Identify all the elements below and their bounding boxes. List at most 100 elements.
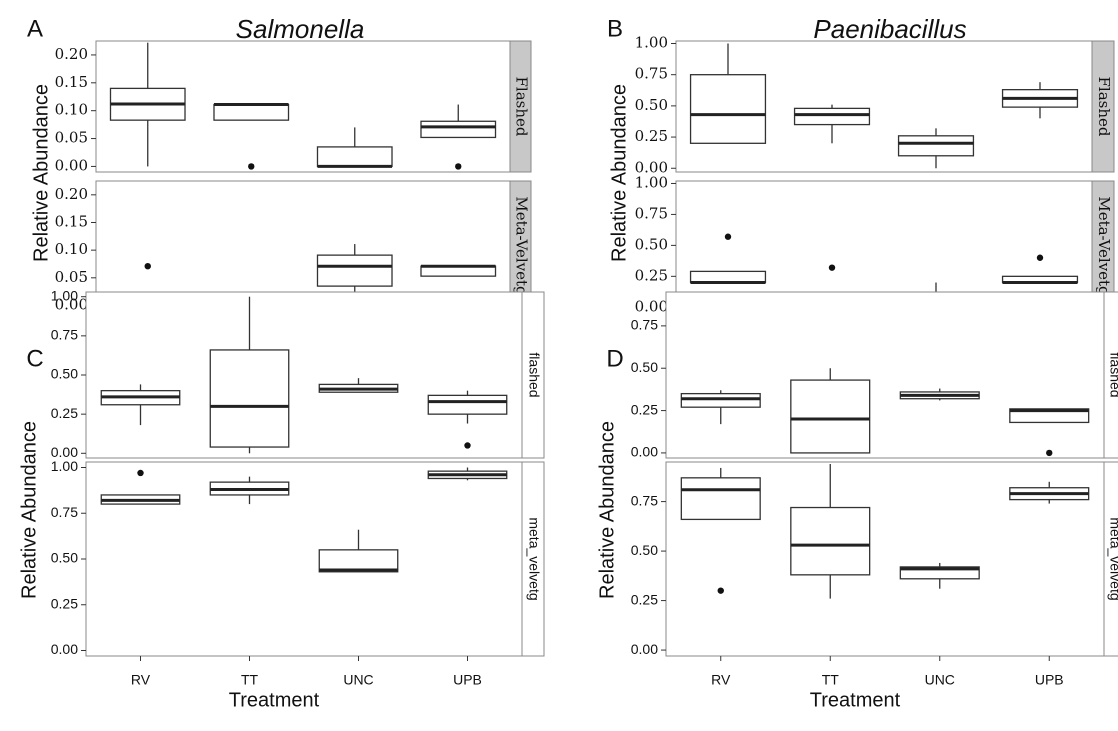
y-tick-label: 1.00 [51, 287, 78, 303]
y-tick-label: 0.00 [635, 158, 668, 176]
outlier-point [137, 469, 144, 477]
y-axis-label: Relative Abundance [608, 84, 630, 262]
chart-title: Salmonella [236, 14, 365, 44]
box-iqr [213, 103, 290, 121]
box-iqr [897, 135, 975, 157]
box-iqr [318, 549, 399, 573]
box-iqr [316, 146, 393, 168]
y-tick-label: 0.75 [51, 327, 78, 343]
panel-letter: C [26, 345, 43, 372]
outlier-point [455, 163, 462, 170]
y-tick-label: 0.10 [55, 101, 88, 119]
facet-strip [1091, 40, 1115, 173]
y-tick-label: 0.20 [55, 45, 88, 63]
plot-panel [85, 461, 523, 657]
x-tick-label: TT [822, 672, 840, 688]
y-tick-label: 0.25 [635, 127, 668, 145]
y-tick-label: 0.75 [631, 317, 658, 333]
y-tick-label: 0.00 [635, 297, 668, 315]
plot-panel [95, 180, 511, 312]
outlier-point [1036, 254, 1044, 261]
box-iqr [209, 349, 290, 448]
y-axis-label: Relative Abundance [30, 84, 52, 262]
y-tick-label: 0.50 [51, 366, 78, 382]
x-tick-label: TT [241, 672, 259, 688]
facet-strip [1103, 291, 1118, 459]
box-iqr [689, 74, 767, 144]
box-iqr [1009, 408, 1090, 424]
box-iqr [427, 394, 508, 415]
plot-panel [665, 291, 1105, 459]
y-tick-label: 0.50 [631, 542, 658, 558]
facet-strip-label: meta_velvetg [526, 517, 542, 600]
y-tick-label: 0.25 [631, 401, 658, 417]
outlier-point [828, 264, 836, 271]
y-tick-label: 0.50 [635, 96, 668, 114]
facet-strip-label: Flashed [513, 77, 531, 137]
y-tick-label: 0.75 [635, 204, 668, 222]
y-tick-label: 0.00 [631, 641, 658, 657]
y-tick-label: 0.50 [51, 550, 78, 566]
facet-strip-label: Meta-Velvetg [1095, 196, 1113, 296]
x-tick-label: UPB [453, 672, 482, 688]
panel-letter: D [606, 345, 623, 372]
y-tick-label: 0.50 [631, 359, 658, 375]
outlier-point [144, 262, 151, 270]
y-tick-label: 0.10 [55, 240, 88, 258]
y-tick-label: 1.00 [635, 33, 668, 51]
plot-panel [675, 180, 1093, 312]
y-tick-label: 0.75 [635, 65, 668, 83]
panel-letter: B [607, 15, 623, 42]
box-iqr [793, 107, 871, 126]
y-axis-label: Relative Abundance [596, 421, 618, 599]
x-tick-label: UPB [1035, 672, 1064, 688]
y-tick-label: 0.05 [55, 129, 88, 147]
x-axis-label: Treatment [810, 689, 901, 711]
facet-strip-label: meta_velvetg [1107, 517, 1118, 600]
x-tick-label: RV [711, 672, 731, 688]
y-tick-label: 0.25 [631, 591, 658, 607]
box-iqr [899, 566, 980, 580]
facet-strip [521, 461, 545, 657]
facet-strip [1103, 461, 1118, 657]
y-tick-label: 0.25 [51, 595, 78, 611]
plot-panel [85, 291, 523, 459]
outlier-point [717, 587, 724, 594]
facet-strip [509, 40, 532, 173]
y-tick-label: 0.20 [55, 185, 88, 203]
y-tick-label: 0.00 [51, 641, 78, 657]
y-tick-label: 0.25 [635, 266, 668, 284]
box-iqr [790, 506, 871, 576]
facet-strip-label: Meta-Velvetg [513, 196, 531, 296]
y-tick-label: 0.00 [55, 295, 88, 313]
y-tick-label: 1.00 [51, 458, 78, 474]
box-iqr [790, 379, 871, 454]
y-tick-label: 0.75 [631, 492, 658, 508]
y-tick-label: 0.75 [51, 504, 78, 520]
box-iqr [680, 392, 761, 408]
facet-strip-label: flashed [526, 352, 542, 397]
x-tick-label: RV [131, 672, 151, 688]
chart-title: Paenibacillus [813, 14, 966, 44]
y-axis-label: Relative Abundance [18, 421, 40, 599]
outlier-point [248, 163, 255, 170]
y-tick-label: 0.25 [51, 405, 78, 421]
outlier-point [1046, 449, 1053, 457]
facet-strip-label: Flashed [1095, 77, 1113, 137]
y-tick-label: 0.05 [55, 268, 88, 286]
y-tick-label: 0.50 [635, 235, 668, 253]
box-iqr [420, 120, 497, 139]
y-tick-label: 0.15 [55, 212, 88, 230]
x-tick-label: UNC [343, 672, 373, 688]
facet-strip-label: flashed [1107, 352, 1118, 397]
box-iqr [689, 270, 767, 284]
box-iqr [316, 254, 393, 287]
box-iqr [680, 477, 761, 521]
outlier-point [724, 233, 732, 240]
y-tick-label: 1.00 [635, 173, 668, 191]
facet-strip [521, 291, 545, 459]
y-tick-label: 0.00 [51, 444, 78, 460]
x-tick-label: UNC [925, 672, 955, 688]
panel-letter: A [27, 15, 43, 42]
